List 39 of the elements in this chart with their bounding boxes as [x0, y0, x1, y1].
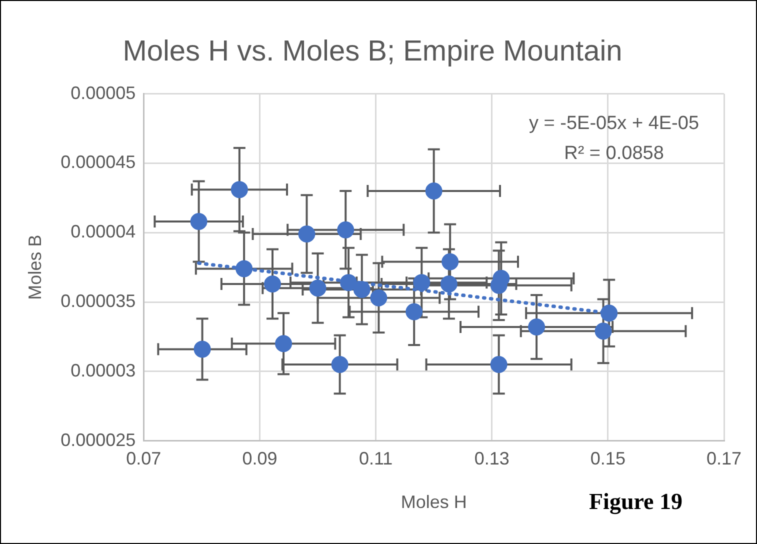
- point: [309, 280, 326, 297]
- x-axis-title: Moles H: [400, 492, 467, 512]
- point: [264, 275, 282, 292]
- annotation: R² = 0.0858: [564, 143, 664, 164]
- annotation: y = -5E-05x + 4E-05: [528, 113, 700, 134]
- x-tick-label: 0.07: [126, 448, 162, 469]
- point: [440, 275, 458, 292]
- point: [594, 322, 612, 340]
- point: [275, 335, 292, 352]
- point: [337, 221, 354, 238]
- point: [370, 289, 388, 306]
- x-tick-label: 0.13: [474, 448, 510, 469]
- x-tick-label: 0.17: [706, 448, 742, 469]
- point: [528, 318, 546, 336]
- y-tick-label: 0.000035: [60, 290, 136, 311]
- point: [331, 356, 348, 373]
- x-tick-label: 0.11: [358, 448, 393, 469]
- y-tick-label: 0.00004: [70, 222, 136, 242]
- point: [236, 260, 253, 278]
- point: [194, 340, 211, 358]
- y-tick-label: 0.00003: [70, 360, 136, 380]
- y-tick-label: 0.000045: [60, 152, 136, 172]
- x-tick-label: 0.09: [242, 448, 278, 469]
- y-tick-label: 0.000025: [60, 430, 136, 450]
- point: [425, 182, 442, 200]
- x-tick-label: 0.15: [590, 448, 626, 469]
- point: [190, 212, 208, 230]
- point: [340, 274, 358, 292]
- point: [298, 225, 316, 242]
- caption: Figure 19: [589, 489, 682, 515]
- point: [230, 181, 248, 198]
- chart-title: Moles H vs. Moles B; Empire Mountain: [122, 35, 622, 68]
- point: [442, 253, 459, 270]
- y-axis-title: Moles B: [24, 234, 45, 300]
- y-tick-label: 0.00005: [70, 82, 136, 103]
- point: [600, 304, 618, 322]
- point: [490, 356, 508, 373]
- point: [353, 281, 370, 298]
- point: [406, 303, 423, 320]
